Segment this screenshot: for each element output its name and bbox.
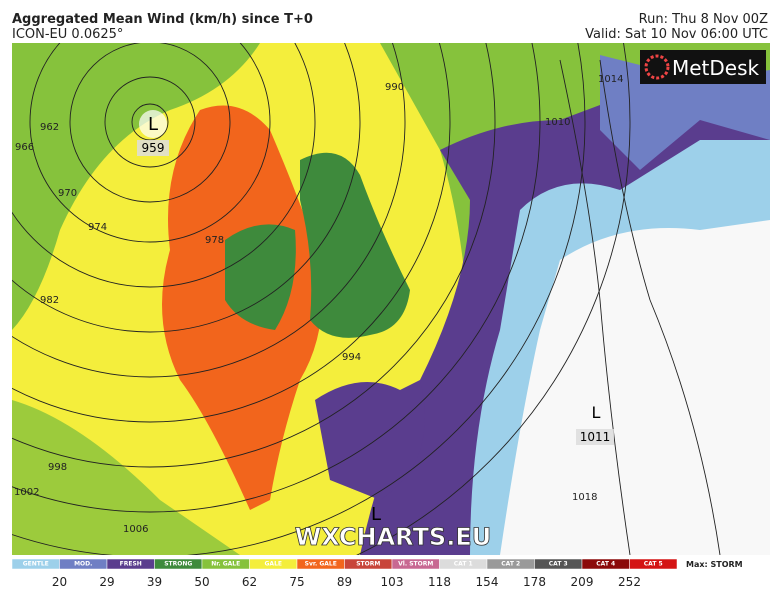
legend-category: Nr. GALE	[211, 561, 240, 568]
wind-area	[12, 400, 240, 555]
low-symbol: L	[371, 504, 381, 525]
legend-threshold: 62	[242, 575, 257, 589]
ireland	[225, 224, 296, 330]
legend-threshold: 89	[337, 575, 352, 589]
legend-threshold: 20	[52, 575, 67, 589]
legend-category: CAT 2	[501, 561, 520, 568]
legend-threshold: 118	[428, 575, 451, 589]
isobar-label: 1006	[123, 524, 148, 535]
legend-swatch	[629, 558, 678, 570]
legend: Max: STORM GENTLE MOD. FRESH STRONG Nr. GALE…	[11, 558, 743, 589]
isobar-label: 974	[88, 222, 107, 233]
legend-category: CAT 5	[644, 561, 663, 568]
isobar-labels: 962 966 970 974 978 982 990 994 998 1002…	[14, 74, 623, 535]
isobar-label: 982	[40, 295, 59, 306]
legend-threshold: 39	[147, 575, 162, 589]
wind-area	[12, 43, 260, 330]
legend-max: Max: STORM	[686, 560, 743, 569]
logo: MetDesk	[672, 56, 760, 80]
isobar-label: 978	[205, 235, 224, 246]
low-pressure-box	[576, 429, 614, 445]
isobar-label: 966	[15, 142, 34, 153]
low-symbol: L	[592, 403, 601, 422]
legend-threshold: 154	[476, 575, 499, 589]
legend-threshold: 178	[523, 575, 546, 589]
isobar-label: 994	[342, 352, 361, 363]
wind-area	[315, 380, 425, 500]
title: Aggregated Mean Wind (km/h) since T+0	[12, 12, 313, 27]
legend-category: MOD.	[74, 561, 92, 568]
isobar-label: 1018	[572, 492, 597, 503]
legend-threshold: 29	[99, 575, 114, 589]
run: Run: Thu 8 Nov 00Z	[639, 12, 768, 27]
legend-category: Vl. STORM	[398, 561, 433, 568]
isobar-label: 1002	[14, 487, 39, 498]
isobar-label: 1010	[545, 117, 570, 128]
low-pressure: 959	[142, 141, 165, 155]
low-marker	[139, 110, 167, 138]
legend-category: CAT 4	[596, 561, 615, 568]
isobar-label: 998	[48, 462, 67, 473]
valid: Valid: Sat 10 Nov 06:00 UTC	[585, 27, 768, 42]
legend-threshold: 209	[571, 575, 594, 589]
legend-threshold: 75	[289, 575, 304, 589]
low-symbol: L	[148, 114, 158, 135]
great-britain	[300, 152, 410, 338]
land	[500, 220, 770, 555]
legend-category: STRONG	[164, 561, 192, 568]
legend-category: GENTLE	[23, 561, 49, 568]
watermark: WXCHARTS.EU	[295, 523, 491, 551]
legend-threshold: 103	[381, 575, 404, 589]
logo-icon	[644, 54, 670, 80]
isobar-label: 1014	[598, 74, 623, 85]
isobar-label: 962	[40, 122, 59, 133]
model: ICON-EU 0.0625°	[12, 27, 123, 42]
legend-category: CAT 3	[549, 561, 568, 568]
legend-category: Svr. GALE	[305, 561, 337, 568]
isobar-label: 990	[385, 82, 404, 93]
lows: L 959 L 1011 L	[137, 110, 614, 525]
legend-category: GALE	[265, 561, 283, 568]
isobar-label: 970	[58, 188, 77, 199]
legend-category: STORM	[356, 561, 380, 568]
legend-category: CAT 1	[454, 561, 473, 568]
legend-threshold: 50	[194, 575, 209, 589]
legend-threshold: 252	[618, 575, 641, 589]
legend-category: FRESH	[120, 561, 142, 568]
low-pressure: 1011	[580, 430, 611, 444]
low-pressure-box	[137, 140, 169, 156]
